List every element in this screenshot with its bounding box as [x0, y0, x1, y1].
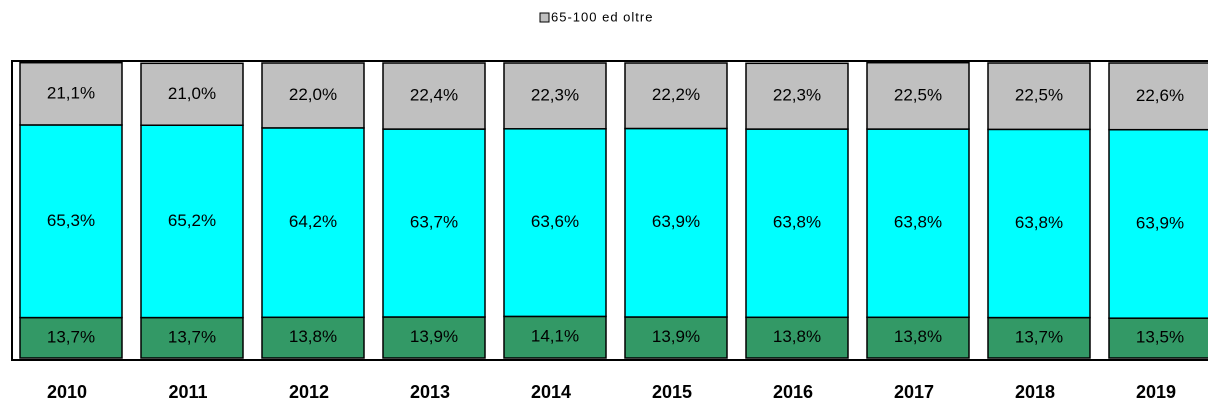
value-label: 21,1% — [47, 83, 95, 102]
value-label: 13,7% — [47, 327, 95, 346]
bar-segment — [1108, 128, 1208, 319]
value-label: 22,5% — [1015, 86, 1063, 105]
x-tick-label: 2012 — [289, 382, 329, 402]
bar-segment — [624, 127, 728, 318]
x-tick-label: 2016 — [773, 382, 813, 402]
bar-segment — [866, 61, 970, 130]
bar-segment — [261, 316, 365, 359]
value-label: 21,0% — [168, 84, 216, 103]
legend-swatch — [539, 12, 550, 23]
bar-segment — [866, 316, 970, 359]
value-label: 13,8% — [289, 327, 337, 346]
bar-segment — [987, 62, 1091, 131]
x-tick-label: 2019 — [1136, 382, 1176, 402]
bar-segment — [140, 62, 244, 126]
x-tick-label: 2018 — [1015, 382, 1055, 402]
bar-segment — [987, 128, 1091, 319]
value-label: 63,8% — [1015, 213, 1063, 232]
bar-segment — [745, 128, 849, 319]
value-label: 13,9% — [652, 327, 700, 346]
bar-segment — [382, 128, 486, 318]
bar-segment — [503, 62, 607, 130]
value-label: 63,7% — [410, 213, 458, 232]
bar-segment — [503, 128, 607, 318]
value-label: 63,8% — [773, 213, 821, 232]
bar-segment — [745, 316, 849, 359]
value-label: 22,6% — [1136, 86, 1184, 105]
x-tick-label: 2010 — [47, 382, 87, 402]
value-label: 63,8% — [894, 213, 942, 232]
bar-segment — [1108, 317, 1208, 359]
value-label: 22,3% — [531, 85, 579, 104]
value-label: 22,2% — [652, 85, 700, 104]
value-label: 65,3% — [47, 211, 95, 230]
value-label: 13,8% — [894, 327, 942, 346]
value-label: 63,9% — [652, 212, 700, 231]
value-label: 13,5% — [1136, 328, 1184, 347]
value-label: 22,0% — [289, 85, 337, 104]
bar-segment — [19, 61, 123, 126]
x-tick-label: 2013 — [410, 382, 450, 402]
value-label: 63,6% — [531, 212, 579, 231]
bar-segment — [745, 62, 849, 130]
value-label: 13,7% — [168, 327, 216, 346]
value-label: 22,5% — [894, 85, 942, 104]
bar-segment — [19, 124, 123, 319]
value-label: 64,2% — [289, 212, 337, 231]
bar-segment — [382, 62, 486, 130]
x-tick-label: 2015 — [652, 382, 692, 402]
bar-segment — [261, 62, 365, 129]
value-label: 63,9% — [1136, 213, 1184, 232]
x-tick-label: 2011 — [168, 382, 207, 402]
bar-segment — [624, 62, 728, 130]
bar-segment — [624, 316, 728, 359]
value-label: 22,4% — [410, 86, 458, 105]
bar-segment — [261, 127, 365, 319]
value-label: 65,2% — [168, 211, 216, 230]
value-label: 13,7% — [1015, 327, 1063, 346]
legend-label: 65-100 ed oltre — [551, 9, 653, 24]
bar-segment — [140, 316, 244, 359]
value-label: 14,1% — [531, 327, 579, 346]
bar-segment — [140, 124, 244, 319]
bar-segment — [1108, 62, 1208, 131]
x-tick-label: 2014 — [531, 382, 571, 402]
value-label: 22,3% — [773, 86, 821, 105]
value-label: 13,9% — [410, 327, 458, 346]
bar-segment — [503, 315, 607, 359]
bar-segment — [19, 316, 123, 359]
value-label: 13,8% — [773, 327, 821, 346]
x-tick-label: 2017 — [894, 382, 934, 402]
